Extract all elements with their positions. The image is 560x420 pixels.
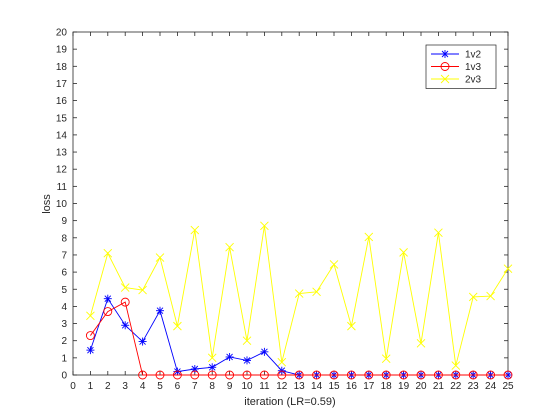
y-tick-label: 11 bbox=[57, 182, 68, 193]
x-tick-label: 7 bbox=[192, 381, 198, 392]
y-tick-label: 3 bbox=[61, 319, 67, 330]
y-tick-label: 15 bbox=[56, 113, 68, 124]
data-point-1v2 bbox=[226, 353, 234, 361]
y-tick-label: 18 bbox=[56, 62, 68, 73]
x-tick-label: 20 bbox=[415, 381, 427, 392]
x-tick-label: 8 bbox=[209, 381, 215, 392]
data-point-1v2 bbox=[156, 307, 164, 315]
x-tick-label: 1 bbox=[88, 381, 94, 392]
y-tick-label: 12 bbox=[56, 165, 68, 176]
x-tick-label: 3 bbox=[122, 381, 128, 392]
data-point-1v2 bbox=[86, 346, 94, 354]
y-tick-label: 10 bbox=[56, 199, 68, 210]
y-tick-label: 5 bbox=[61, 285, 67, 296]
x-tick-label: 16 bbox=[346, 381, 358, 392]
data-point-1v2 bbox=[260, 348, 268, 356]
y-tick-label: 20 bbox=[56, 28, 68, 39]
y-tick-label: 19 bbox=[56, 45, 68, 56]
x-tick-label: 25 bbox=[502, 381, 514, 392]
legend-marker bbox=[441, 50, 449, 58]
legend-label: 1v3 bbox=[465, 62, 482, 73]
x-tick-label: 18 bbox=[381, 381, 393, 392]
x-tick-label: 21 bbox=[433, 381, 445, 392]
x-tick-label: 10 bbox=[241, 381, 253, 392]
x-tick-label: 4 bbox=[140, 381, 146, 392]
x-tick-label: 0 bbox=[70, 381, 76, 392]
y-axis-label: loss bbox=[41, 194, 53, 214]
x-tick-label: 23 bbox=[468, 381, 480, 392]
x-tick-label: 19 bbox=[398, 381, 410, 392]
x-tick-label: 17 bbox=[363, 381, 375, 392]
data-point-1v2 bbox=[121, 321, 129, 329]
x-tick-label: 5 bbox=[157, 381, 163, 392]
x-axis-label: iteration (LR=0.59) bbox=[244, 396, 335, 408]
y-tick-label: 14 bbox=[56, 130, 68, 141]
data-point-1v2 bbox=[104, 295, 112, 303]
y-tick-label: 0 bbox=[61, 371, 67, 382]
y-tick-label: 6 bbox=[61, 268, 67, 279]
x-tick-label: 9 bbox=[227, 381, 233, 392]
y-tick-label: 1 bbox=[61, 353, 67, 364]
y-tick-label: 7 bbox=[61, 250, 67, 261]
y-tick-label: 9 bbox=[61, 216, 67, 227]
data-point-1v2 bbox=[208, 363, 216, 371]
y-tick-label: 2 bbox=[61, 336, 67, 347]
data-point-1v2 bbox=[139, 338, 147, 346]
x-tick-label: 13 bbox=[294, 381, 306, 392]
x-tick-label: 24 bbox=[485, 381, 497, 392]
y-tick-label: 8 bbox=[61, 233, 67, 244]
data-point-1v2 bbox=[243, 356, 251, 364]
x-tick-label: 6 bbox=[175, 381, 181, 392]
x-tick-label: 22 bbox=[450, 381, 462, 392]
x-tick-label: 15 bbox=[328, 381, 340, 392]
y-tick-label: 17 bbox=[56, 79, 68, 90]
legend-label: 2v3 bbox=[465, 75, 482, 86]
y-tick-label: 16 bbox=[56, 96, 68, 107]
x-tick-label: 11 bbox=[259, 381, 270, 392]
y-tick-label: 13 bbox=[56, 148, 68, 159]
x-tick-label: 14 bbox=[311, 381, 323, 392]
legend-label: 1v2 bbox=[465, 50, 482, 61]
x-tick-label: 2 bbox=[105, 381, 111, 392]
x-tick-label: 12 bbox=[276, 381, 288, 392]
y-tick-label: 4 bbox=[61, 302, 67, 313]
